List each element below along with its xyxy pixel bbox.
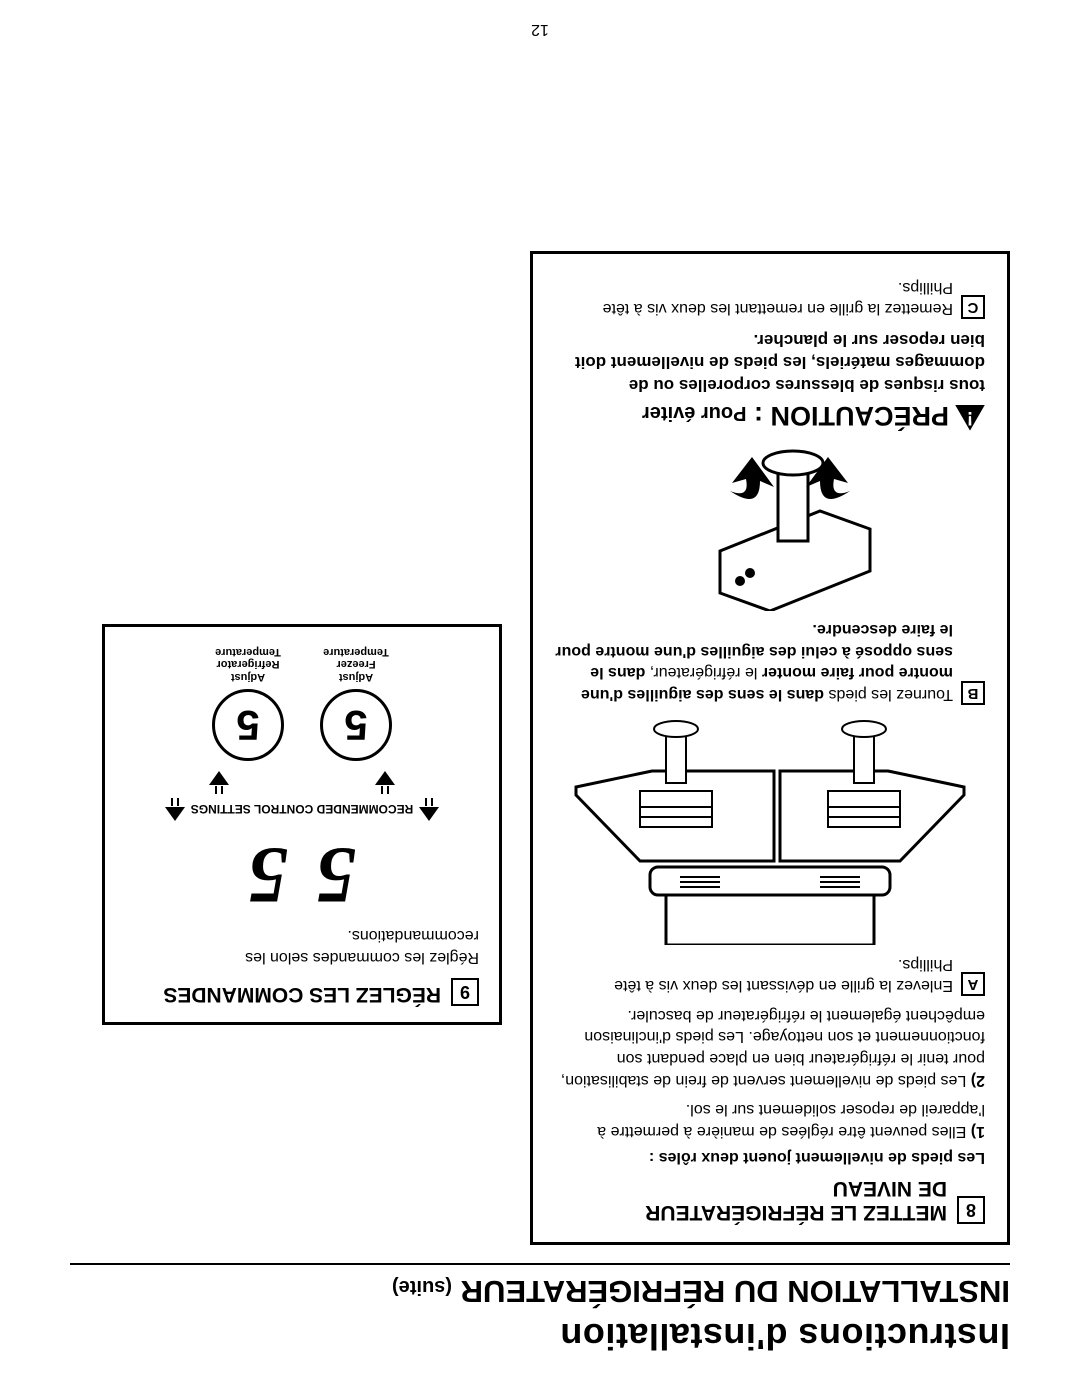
sublabel-row: Adjust Freezer Temperature Adjust Refrig…	[125, 645, 479, 683]
role-1: 1) Elles peuvent être réglées de manière…	[555, 1099, 985, 1142]
caution-tail: Pour éviter	[642, 402, 746, 424]
role-1-num: 1)	[971, 1123, 985, 1140]
caution-word: PRÉCAUTION :	[754, 401, 949, 431]
arrow-up-right-icon	[165, 798, 185, 821]
controls-heading: 9 RÉGLEZ LES COMMANDES	[125, 978, 479, 1006]
arrow-down-left-icon	[375, 771, 395, 794]
figure-fridge-base-icon	[555, 715, 985, 945]
step-letter-B: B	[961, 681, 985, 705]
circle-freezer: 5	[320, 689, 392, 761]
section-title-l2: DE NIVEAU	[833, 1177, 947, 1200]
step-letter-A: A	[961, 972, 985, 996]
arrow-down-row	[125, 771, 479, 794]
label-fridge-l2: Temperature	[215, 646, 281, 658]
warning-triangle-icon	[955, 405, 985, 431]
recommended-label: RECOMMENDED CONTROL SETTINGS	[191, 802, 413, 816]
header: Instructions d'installation INSTALLATION…	[70, 1263, 1010, 1357]
arrow-up-left-icon	[419, 798, 439, 821]
label-fridge: Adjust Refrigerator Temperature	[212, 645, 284, 683]
role-2: 2) Les pieds de nivellement servent de f…	[555, 1004, 985, 1090]
panel-controls-wrap: 9 RÉGLEZ LES COMMANDES Réglez les comman…	[102, 251, 502, 1245]
caution-heading: PRÉCAUTION : Pour éviter	[555, 400, 985, 431]
dial-row: 5 5	[125, 835, 479, 915]
subheading: Les pieds de nivellement jouent deux rôl…	[555, 1148, 985, 1166]
step-B-pre: Tournez les pieds	[824, 686, 953, 703]
dial-fridge: 5	[248, 835, 288, 915]
caution-body: tous risques de blessures corporelles ou…	[555, 329, 985, 395]
role-2-num: 2)	[971, 1072, 985, 1089]
circle-fridge: 5	[212, 689, 284, 761]
panel-controls: 9 RÉGLEZ LES COMMANDES Réglez les comman…	[102, 624, 502, 1025]
label-freezer-l1: Adjust Freezer	[336, 658, 375, 683]
arrow-down-right-icon	[209, 771, 229, 794]
recommended-line: RECOMMENDED CONTROL SETTINGS	[125, 798, 479, 821]
circle-row: 5 5	[125, 689, 479, 761]
step-B: B Tournez les pieds dans le sens des aig…	[555, 619, 985, 705]
header-suite: (suite)	[392, 1276, 452, 1298]
panel-level-fridge: 8 METTEZ LE RÉFRIGÉRATEUR DE NIVEAU Les …	[530, 251, 1010, 1245]
step-B-mid: le réfrigérateur,	[645, 664, 762, 681]
section-heading: 8 METTEZ LE RÉFRIGÉRATEUR DE NIVEAU	[555, 1176, 985, 1224]
step-B-text: Tournez les pieds dans le sens des aigui…	[555, 619, 953, 705]
header-line2-main: INSTALLATION DU RÉFRIGÉRATEUR	[461, 1274, 1010, 1309]
step-number-8: 8	[957, 1196, 985, 1224]
label-fridge-l1: Adjust Refrigerator	[217, 658, 280, 683]
step-number-9: 9	[451, 978, 479, 1006]
step-A: A Enlevez la grille en dévissant les deu…	[555, 953, 985, 996]
role-1-text: Elles peuvent être réglées de manière à …	[597, 1101, 985, 1140]
header-line2: INSTALLATION DU RÉFRIGÉRATEUR (suite)	[70, 1273, 1010, 1309]
step-C-text: Remettez la grille en remettant les deux…	[555, 276, 953, 319]
controls-para: Réglez les commandes selon les recommand…	[125, 925, 479, 968]
controls-title: RÉGLEZ LES COMMANDES	[163, 982, 441, 1006]
dial-freezer: 5	[316, 835, 356, 915]
step-C: C Remettez la grille en remettant les de…	[555, 276, 985, 319]
header-line1: Instructions d'installation	[70, 1315, 1010, 1357]
section-title-l1: METTEZ LE RÉFRIGÉRATEUR	[645, 1201, 947, 1224]
role-2-text: Les pieds de nivellement servent de frei…	[561, 1007, 985, 1089]
label-freezer-l2: Temperature	[323, 646, 389, 658]
page-number: 12	[0, 20, 1080, 38]
label-freezer: Adjust Freezer Temperature	[320, 645, 392, 683]
step-A-text: Enlevez la grille en dévissant les deux …	[555, 953, 953, 996]
section-title: METTEZ LE RÉFRIGÉRATEUR DE NIVEAU	[645, 1176, 947, 1224]
figure-rotation-icon	[555, 441, 985, 611]
columns: 8 METTEZ LE RÉFRIGÉRATEUR DE NIVEAU Les …	[70, 251, 1010, 1245]
step-letter-C: C	[961, 295, 985, 319]
